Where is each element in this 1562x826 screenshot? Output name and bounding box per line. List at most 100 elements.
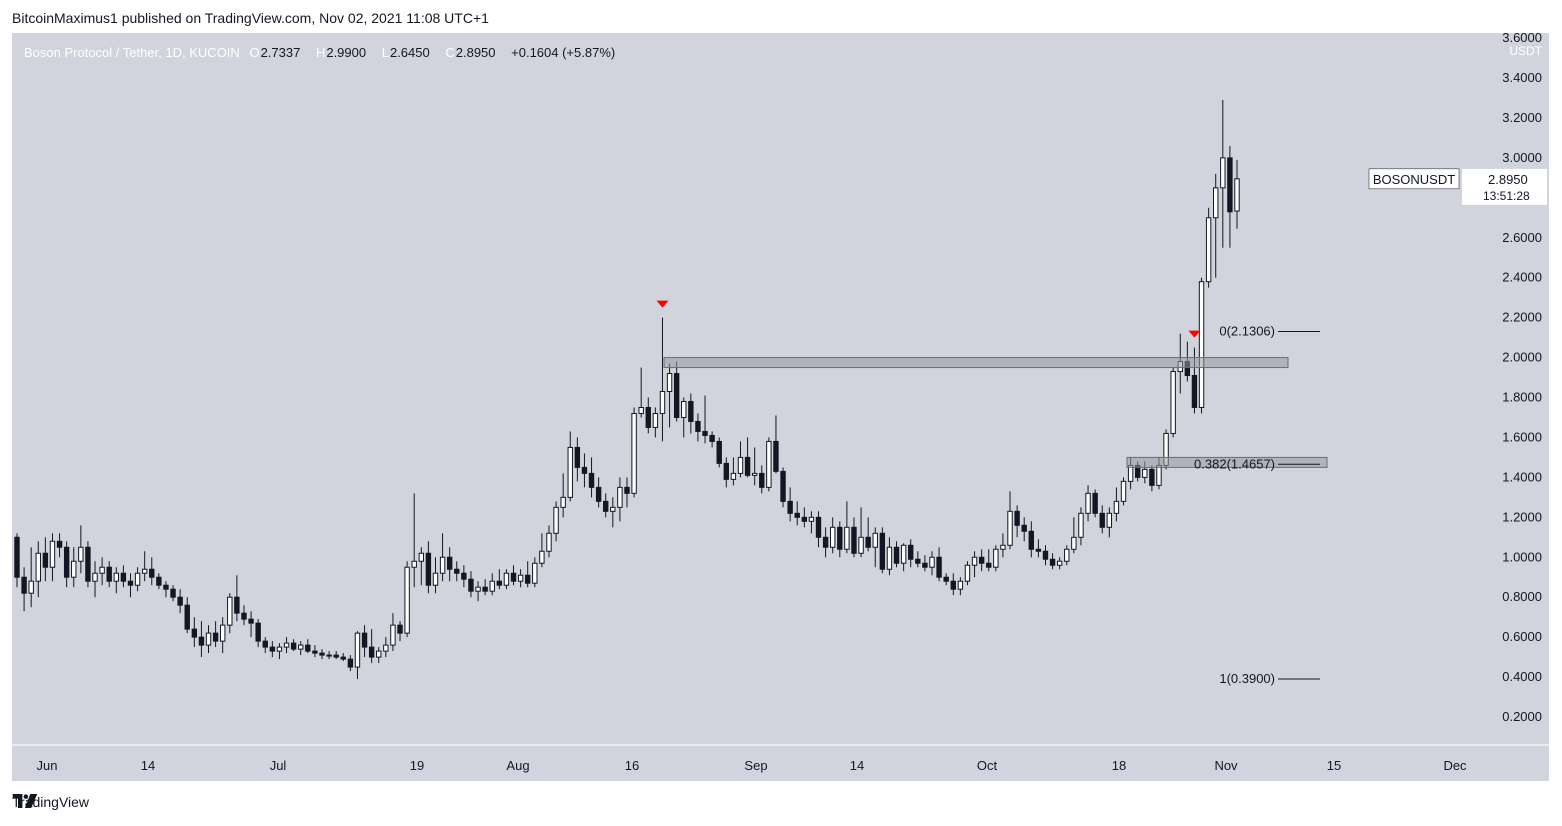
fib-level-label: 0.382(1.4657) [1194, 456, 1275, 471]
candle-body [978, 556, 985, 564]
candle-body [1220, 157, 1226, 189]
candle-body [574, 446, 581, 468]
candle-body [1099, 512, 1105, 528]
candle-body [773, 440, 779, 472]
candle-body [496, 580, 503, 586]
candle-body [1056, 560, 1063, 566]
y-tick-label: 0.6000 [1502, 629, 1542, 644]
candle-body [454, 568, 460, 574]
candle-body [418, 552, 425, 562]
candle-body [922, 562, 928, 568]
legend-high-label: H [315, 45, 326, 60]
price-tag-box [1462, 168, 1547, 205]
candle-body [63, 546, 70, 578]
x-tick-label: Jul [270, 758, 287, 773]
candle-body [56, 540, 63, 548]
price-tag-value: 2.8950 [1488, 172, 1528, 187]
candle-body [71, 560, 77, 578]
candle-body [191, 628, 198, 638]
symbol-tag-box [1368, 168, 1460, 190]
candle-body [510, 572, 517, 582]
candle-body [149, 568, 155, 578]
candle-body [170, 588, 176, 598]
candle-body [198, 636, 205, 646]
candle-body [858, 536, 864, 554]
candle-body [461, 572, 467, 580]
legend-high-value: 2.9900 [326, 45, 367, 60]
legend-close-label: C [445, 45, 455, 60]
y-tick-label: 3.4000 [1502, 70, 1542, 85]
candle-body [1227, 157, 1233, 213]
candle-body [390, 624, 396, 646]
candle-body [290, 642, 297, 650]
candle-body [1149, 468, 1155, 486]
y-tick-label: 0.2000 [1502, 709, 1542, 724]
candle-body [92, 572, 98, 582]
candle-body [14, 536, 20, 578]
y-tick-label: 2.0000 [1502, 350, 1542, 365]
down-triangle-marker [1188, 330, 1201, 338]
x-tick-label: Nov [1214, 758, 1238, 773]
chart-frame[interactable]: 3.60003.40003.20003.00002.80002.60002.40… [12, 33, 1549, 781]
candle-body [532, 562, 538, 584]
candle-body [908, 544, 914, 560]
candle-body [837, 526, 843, 550]
candlestick-chart[interactable]: 3.60003.40003.20003.00002.80002.60002.40… [12, 33, 1549, 781]
candle-body [595, 486, 602, 502]
candle-body [489, 580, 495, 592]
down-triangle-marker [656, 300, 669, 308]
candle-body [553, 506, 559, 534]
candle-body [404, 566, 410, 634]
fib-level-label: 1(0.3900) [1219, 671, 1275, 686]
candle-body [794, 512, 800, 518]
candle-body [1028, 530, 1035, 550]
candle-body [1106, 512, 1113, 528]
y-tick-label: 2.4000 [1502, 270, 1542, 285]
candle-body [744, 456, 751, 476]
footer: TradingView [12, 794, 89, 810]
candle-body [28, 580, 34, 594]
candle-body [1198, 281, 1205, 408]
candle-body [546, 532, 552, 552]
x-tick-label: 19 [410, 758, 424, 773]
legend-low-value: 2.6450 [389, 45, 430, 60]
candle-body [219, 624, 226, 642]
x-tick-label: Jun [37, 758, 58, 773]
candle-body [865, 536, 871, 548]
candle-body [900, 544, 907, 564]
resistance-zone [1126, 456, 1328, 468]
y-tick-label: 1.4000 [1502, 469, 1542, 484]
candle-body [581, 466, 588, 474]
candle-body [42, 552, 49, 568]
x-tick-label: 15 [1327, 758, 1341, 773]
candle-body [49, 540, 56, 568]
candle-body [1156, 464, 1162, 486]
candle-body [659, 391, 666, 414]
candle-body [397, 624, 403, 634]
candle-body [1092, 492, 1098, 514]
candle-body [1021, 524, 1027, 532]
candle-body [1213, 187, 1219, 219]
candle-body [957, 580, 964, 590]
candle-body [759, 472, 765, 488]
candle-body [943, 576, 949, 582]
candle-body [347, 658, 354, 668]
y-tick-label: 1.0000 [1502, 549, 1542, 564]
candle-body [886, 546, 893, 570]
legend-symbol: Boson Protocol / Tether, 1D, KUCOIN [24, 45, 240, 60]
candle-body [610, 506, 616, 512]
candle-body [524, 574, 531, 584]
candle-body [1170, 371, 1176, 434]
candle-body [432, 572, 439, 586]
candle-body [106, 566, 112, 582]
candle-body [411, 560, 417, 568]
y-tick-label: 2.2000 [1502, 310, 1542, 325]
candle-body [688, 400, 694, 422]
x-tick-label: 14 [850, 758, 864, 773]
candle-body [283, 642, 290, 648]
candle-body [1205, 217, 1212, 283]
candle-body [1007, 510, 1013, 546]
candle-body [1113, 500, 1120, 514]
candle-body [134, 572, 141, 586]
candle-body [156, 576, 162, 586]
